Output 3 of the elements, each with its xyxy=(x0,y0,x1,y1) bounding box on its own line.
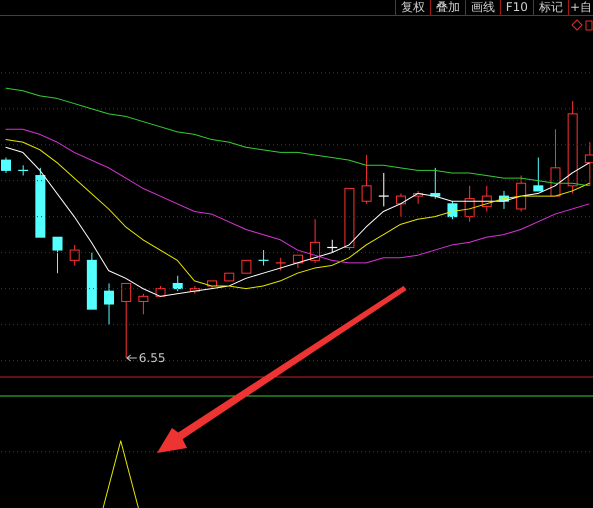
candlestick xyxy=(258,250,269,266)
toolbar: 复权 叠加 画线 F10 标记 +自 xyxy=(394,0,593,15)
annotation: 6.55 xyxy=(138,351,166,365)
